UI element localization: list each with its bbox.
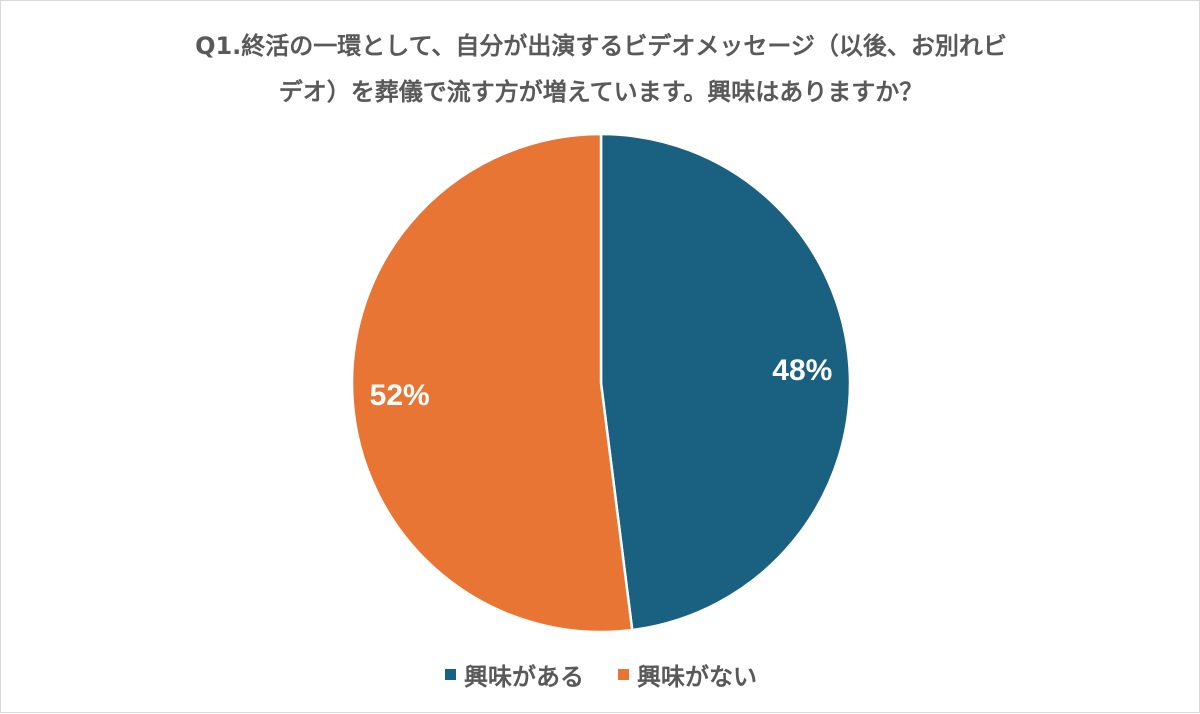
- legend-swatch-interested: [445, 669, 456, 680]
- pie-slice-not-interested: [350, 132, 634, 634]
- legend-item-not-interested: 興味がない: [618, 657, 757, 692]
- data-label-not-interested: 52%: [370, 379, 430, 412]
- legend-label-not-interested: 興味がない: [637, 663, 757, 691]
- chart-title-line-1: Q1.終活の一環として、自分が出演するビデオメッセージ（以後、お別れビ: [195, 32, 1007, 60]
- legend-swatch-not-interested: [618, 669, 629, 680]
- legend: 興味がある 興味がない: [1, 657, 1200, 692]
- legend-label-interested: 興味がある: [464, 663, 584, 691]
- chart-title: Q1.終活の一環として、自分が出演するビデオメッセージ（以後、お別れビ デオ）を…: [151, 23, 1051, 115]
- chart-title-line-2: デオ）を葬儀で流す方が増えています。興味はありますか？: [278, 78, 924, 106]
- pie-slice-interested: [599, 132, 852, 632]
- legend-item-interested: 興味がある: [445, 657, 584, 692]
- data-label-interested: 48%: [772, 354, 832, 387]
